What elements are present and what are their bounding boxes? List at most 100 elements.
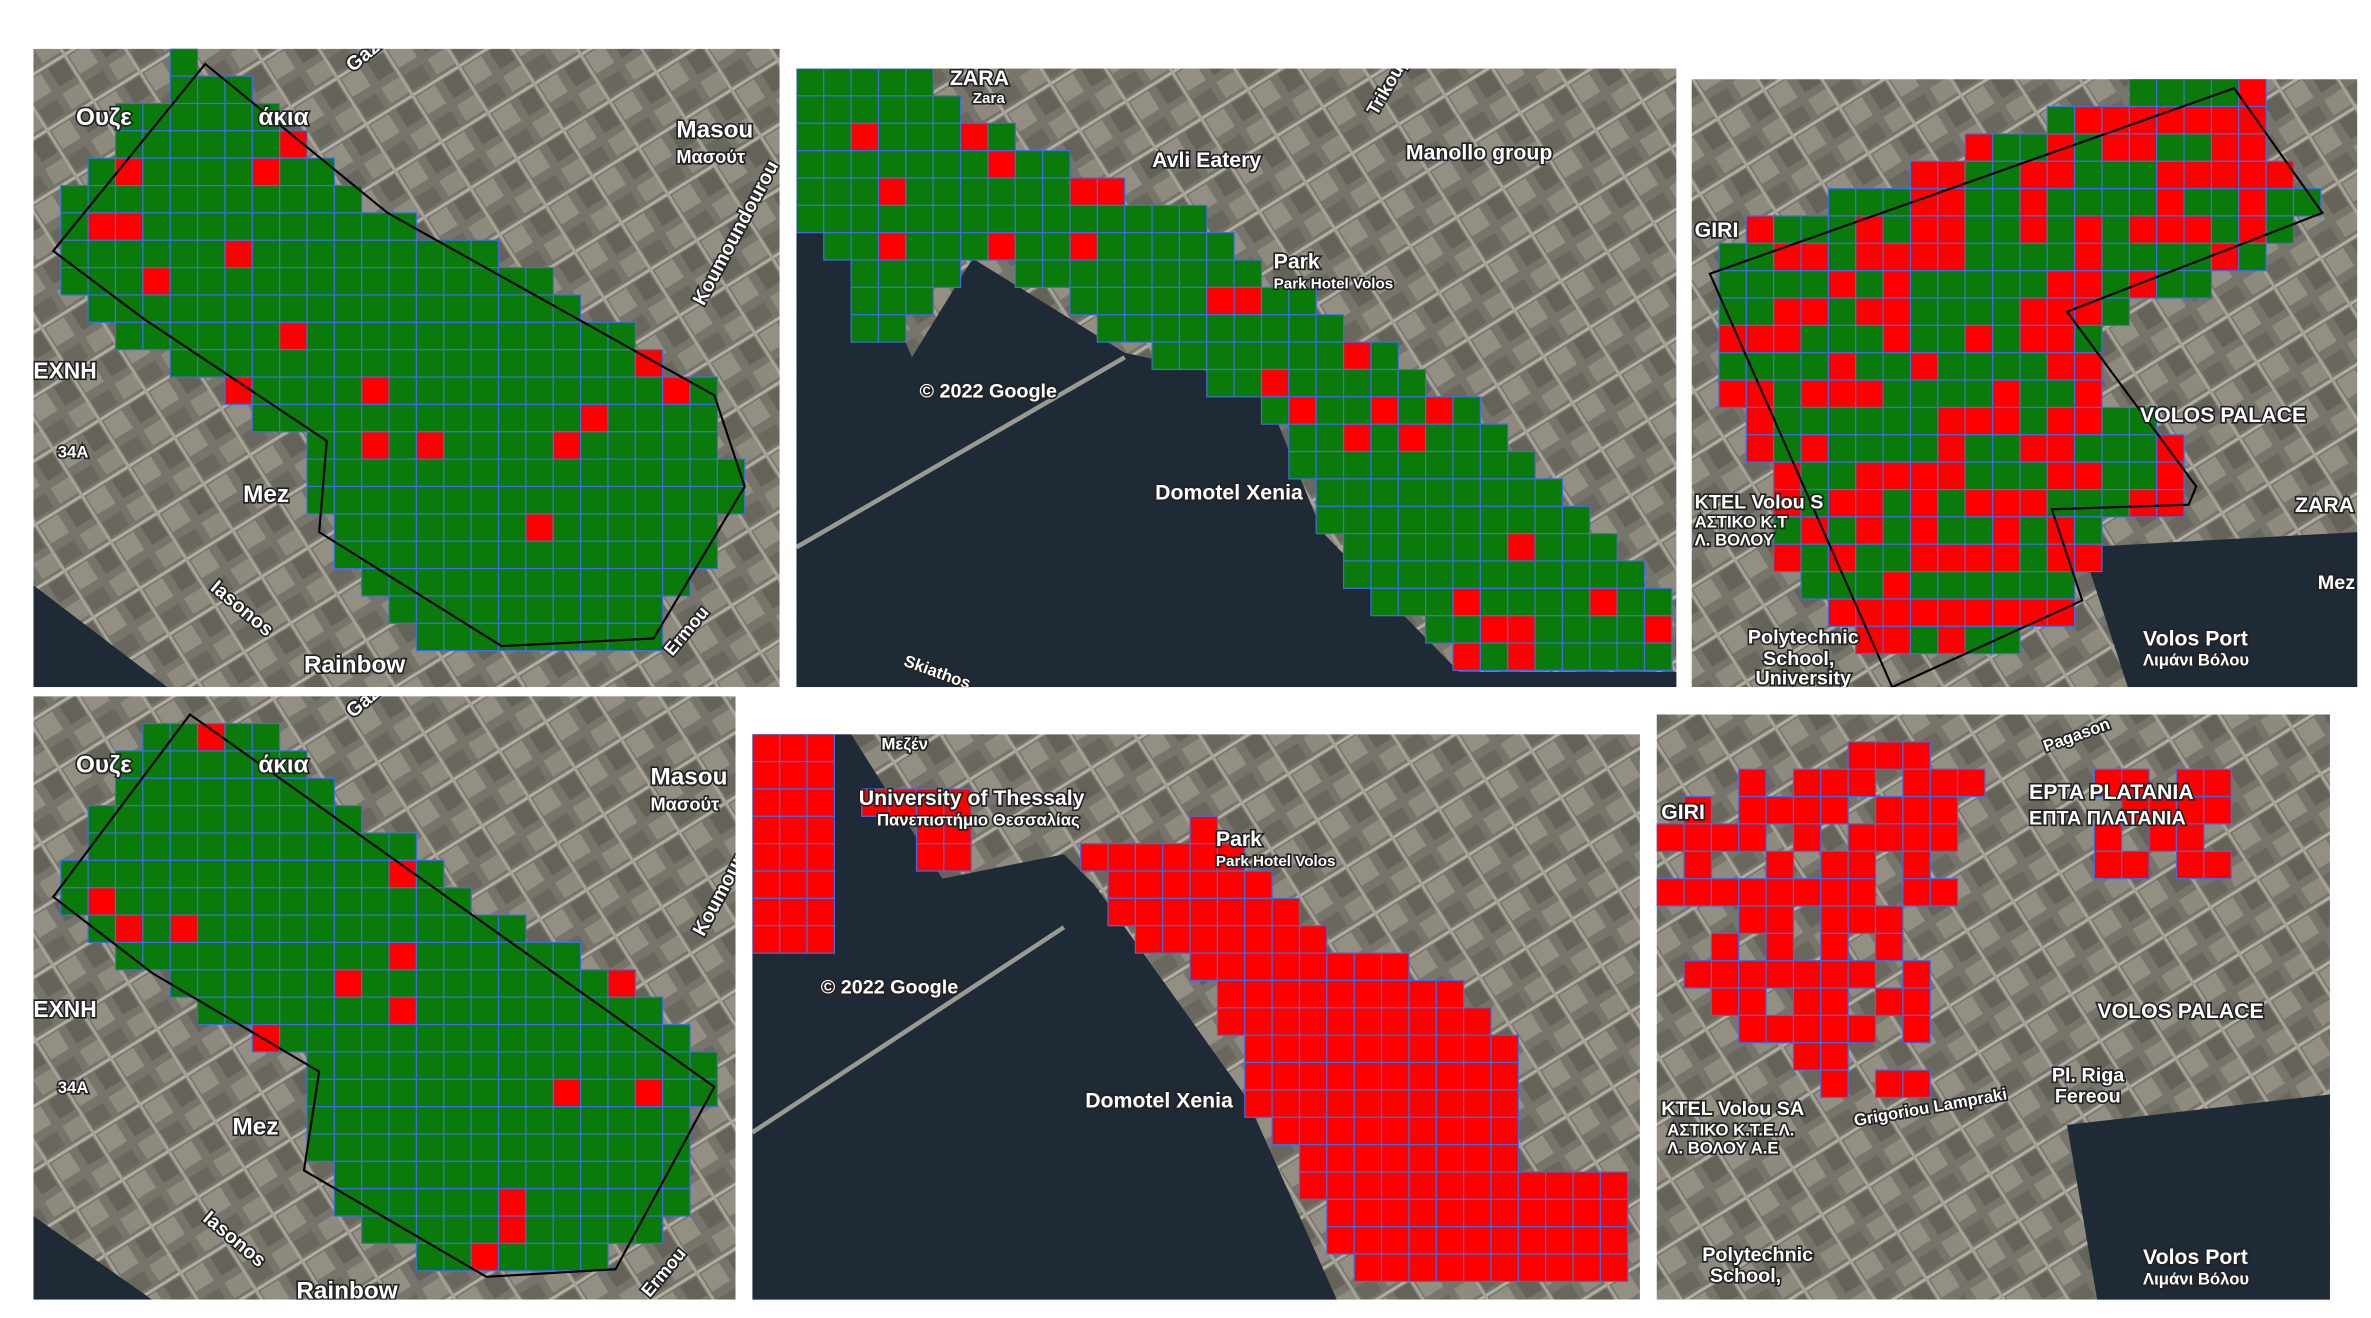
grid-cell-green bbox=[1937, 324, 1966, 354]
grid-cell-red bbox=[1964, 598, 1994, 627]
grid-cell-green bbox=[823, 204, 852, 234]
map-panel: Ουζε άκια MasouΜασούτΕΧΝΗ34AMezIasonosRain… bbox=[33, 48, 780, 688]
grid-cell-green bbox=[2074, 516, 2103, 545]
grid-cell-green bbox=[634, 403, 664, 433]
grid-cell-green bbox=[1370, 368, 1399, 398]
grid-cell-green bbox=[333, 513, 363, 542]
grid-cell-green bbox=[1882, 215, 1912, 244]
grid-cell-green bbox=[470, 1078, 500, 1108]
grid-cell-green bbox=[1909, 406, 1939, 436]
grid-cell-green bbox=[607, 1188, 636, 1217]
grid-cell-red bbox=[1162, 843, 1191, 872]
grid-cell-green bbox=[415, 403, 445, 433]
grid-cell-green bbox=[169, 102, 199, 132]
grid-cell-green bbox=[1124, 259, 1153, 288]
grid-cell-red bbox=[877, 177, 907, 206]
grid-cell-green bbox=[169, 859, 199, 889]
grid-cell-green bbox=[662, 513, 691, 542]
grid-cell-red bbox=[1902, 1014, 1931, 1044]
grid-cell-green bbox=[279, 777, 308, 807]
grid-cell-green bbox=[306, 1078, 335, 1108]
grid-cell-green bbox=[251, 832, 281, 861]
grid-cell-green bbox=[142, 102, 171, 132]
grid-cell-green bbox=[1233, 341, 1263, 371]
grid-cell-red bbox=[1353, 1143, 1383, 1173]
grid-cell-green bbox=[1827, 434, 1857, 463]
grid-cell-green bbox=[552, 458, 582, 488]
map-label: άκια bbox=[258, 752, 308, 779]
grid-cell-green bbox=[169, 349, 199, 378]
grid-cell-green bbox=[1479, 450, 1509, 480]
grid-cell-green bbox=[388, 969, 418, 998]
grid-cell-green bbox=[579, 349, 609, 378]
grid-cell-green bbox=[470, 996, 500, 1026]
grid-cell-red bbox=[1288, 396, 1317, 425]
grid-cell-green bbox=[1616, 587, 1646, 617]
grid-cell-green bbox=[443, 376, 472, 406]
grid-cell-green bbox=[1151, 341, 1181, 371]
grid-cell-red bbox=[1353, 1061, 1383, 1091]
grid-cell-green bbox=[306, 349, 335, 378]
grid-cell-green bbox=[251, 996, 281, 1026]
grid-cell-red bbox=[959, 122, 989, 152]
grid-cell-red bbox=[2046, 270, 2076, 299]
grid-cell-red bbox=[1874, 741, 1904, 770]
grid-cell-green bbox=[333, 832, 363, 861]
grid-cell-red bbox=[1820, 987, 1849, 1017]
grid-cell-green bbox=[279, 1023, 308, 1053]
grid-cell-green bbox=[443, 1133, 472, 1162]
grid-cell-green bbox=[388, 349, 418, 378]
grid-cell-green bbox=[2074, 488, 2103, 518]
grid-cell-red bbox=[1435, 1116, 1465, 1146]
grid-cell-green bbox=[579, 1188, 609, 1217]
grid-cell-green bbox=[306, 805, 335, 834]
grid-cell-green bbox=[552, 485, 582, 515]
grid-cell-red bbox=[1162, 897, 1191, 927]
grid-cell-green bbox=[361, 294, 390, 323]
grid-cell-green bbox=[470, 403, 500, 433]
grid-cell-green bbox=[2183, 133, 2213, 162]
grid-cell-red bbox=[662, 376, 691, 406]
grid-cell-green bbox=[850, 286, 880, 316]
grid-cell-green bbox=[415, 941, 445, 971]
grid-cell-green bbox=[279, 805, 308, 834]
grid-cell-green bbox=[497, 376, 527, 406]
grid-cell-green bbox=[823, 177, 852, 206]
grid-cell-green bbox=[415, 996, 445, 1026]
grid-cell-green bbox=[579, 540, 609, 570]
grid-cell-red bbox=[2238, 215, 2267, 244]
grid-cell-green bbox=[1561, 642, 1591, 672]
grid-cell-green bbox=[607, 1105, 636, 1135]
grid-cell-green bbox=[932, 259, 962, 288]
grid-cell-green bbox=[552, 622, 582, 652]
grid-cell-green bbox=[497, 431, 527, 460]
grid-cell-green bbox=[796, 68, 825, 97]
grid-cell-green bbox=[388, 458, 418, 488]
grid-cell-green bbox=[1561, 560, 1591, 589]
grid-cell-green bbox=[388, 376, 418, 406]
grid-cell-green bbox=[1991, 270, 2021, 299]
grid-cell-green bbox=[2156, 133, 2185, 162]
grid-cell-green bbox=[1827, 187, 1857, 217]
grid-cell-green bbox=[1534, 533, 1564, 562]
grid-cell-green bbox=[552, 969, 582, 998]
grid-cell-green bbox=[279, 914, 308, 944]
grid-cell-red bbox=[1463, 1143, 1492, 1173]
grid-cell-green bbox=[1827, 516, 1857, 545]
grid-cell-red bbox=[1929, 878, 1959, 907]
grid-cell-red bbox=[1326, 952, 1355, 982]
grid-cell-red bbox=[1463, 1253, 1492, 1282]
grid-cell-green bbox=[1855, 570, 1884, 600]
grid-cell-green bbox=[552, 1023, 582, 1053]
map-label: άκια bbox=[258, 104, 308, 131]
grid-cell-green bbox=[1937, 488, 1966, 518]
grid-cell-green bbox=[525, 1051, 554, 1080]
grid-cell-green bbox=[1260, 396, 1290, 425]
grid-cell-green bbox=[497, 914, 527, 944]
grid-cell-red bbox=[1874, 823, 1904, 852]
grid-cell-green bbox=[634, 1215, 664, 1244]
grid-cell-red bbox=[1827, 352, 1857, 381]
grid-cell-red bbox=[1572, 1226, 1602, 1255]
grid-cell-green bbox=[1909, 379, 1939, 409]
